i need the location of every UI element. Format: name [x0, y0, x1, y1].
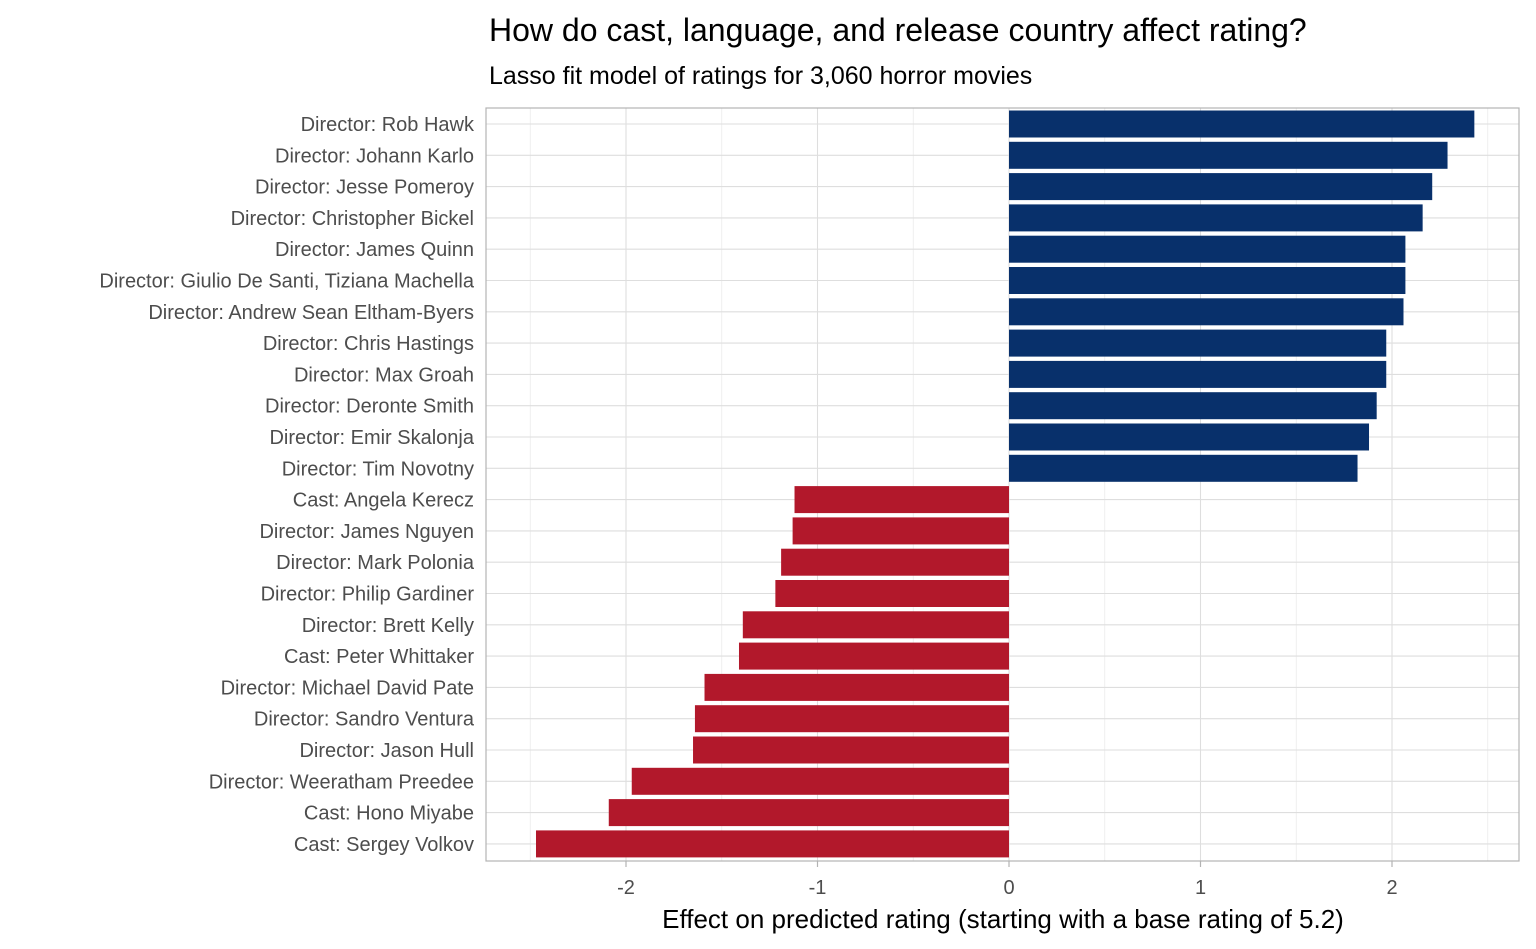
y-tick-label: Cast: Hono Miyabe [304, 803, 474, 825]
x-tick-label: 2 [1386, 877, 1397, 899]
bar [608, 799, 1009, 827]
bar [1009, 360, 1387, 388]
bar [704, 673, 1009, 701]
bar [1009, 454, 1358, 482]
x-tick-label: 0 [1003, 877, 1014, 899]
bar [1009, 267, 1406, 294]
bars [535, 110, 1475, 858]
bar [775, 580, 1009, 607]
bar [1009, 392, 1377, 420]
bar [535, 830, 1009, 858]
bar [1009, 235, 1406, 263]
y-tick-label: Cast: Sergey Volkov [294, 834, 474, 856]
y-tick-label: Director: Rob Hawk [301, 114, 475, 136]
bar [1009, 298, 1404, 326]
y-tick-label: Director: Michael David Pate [221, 677, 474, 699]
plot-panel-border [485, 107, 1520, 862]
bar [781, 548, 1009, 576]
bar [631, 767, 1009, 795]
y-tick-label: Cast: Peter Whittaker [284, 646, 474, 668]
y-tick-label: Director: Jesse Pomeroy [255, 177, 474, 199]
y-tick-label: Director: Christopher Bickel [231, 208, 474, 230]
y-tick-label: Director: Chris Hastings [263, 333, 474, 355]
y-tick-label: Director: Tim Novotny [282, 458, 474, 480]
y-tick-label: Director: Mark Polonia [276, 552, 475, 574]
bar [1009, 173, 1433, 201]
x-tick-label: -2 [617, 877, 635, 899]
bar [1009, 141, 1448, 169]
y-tick-label: Director: Brett Kelly [302, 615, 474, 637]
y-tick-label: Director: Johann Karlo [275, 145, 474, 167]
y-tick-label: Director: Max Groah [294, 364, 474, 386]
x-axis-ticks: -2 -1 0 1 2 [617, 861, 1398, 899]
y-tick-label: Director: James Quinn [275, 239, 474, 261]
y-tick-label: Director: Weeratham Preedee [209, 771, 474, 793]
x-tick-label: -1 [809, 877, 827, 899]
x-axis-title: Effect on predicted rating (starting wit… [662, 904, 1344, 934]
y-tick-label: Cast: Angela Kerecz [293, 490, 474, 512]
bar [693, 736, 1009, 764]
bar [742, 611, 1009, 639]
bar [792, 517, 1009, 545]
bar [1009, 423, 1370, 451]
bar [1009, 204, 1423, 232]
y-tick-label: Director: James Nguyen [259, 521, 474, 543]
bar [694, 705, 1009, 733]
bar [738, 642, 1009, 670]
bar [1009, 110, 1475, 138]
y-tick-label: Director: Emir Skalonja [269, 427, 474, 449]
chart-title: How do cast, language, and release count… [489, 12, 1307, 48]
x-tick-label: 1 [1195, 877, 1206, 899]
y-tick-label: Director: Andrew Sean Eltham-Byers [148, 302, 474, 324]
y-tick-label: Director: Jason Hull [299, 740, 474, 762]
y-tick-label: Director: Philip Gardiner [261, 584, 475, 606]
y-tick-label: Director: Deronte Smith [265, 396, 474, 418]
y-axis-labels: Director: Rob Hawk Director: Johann Karlo… [99, 114, 475, 856]
y-tick-label: Director: Sandro Ventura [254, 709, 475, 731]
bar [794, 486, 1009, 514]
y-tick-label: Director: Giulio De Santi, Tiziana Mache… [99, 271, 474, 293]
bar [1009, 329, 1387, 357]
chart-subtitle: Lasso fit model of ratings for 3,060 hor… [489, 62, 1032, 90]
